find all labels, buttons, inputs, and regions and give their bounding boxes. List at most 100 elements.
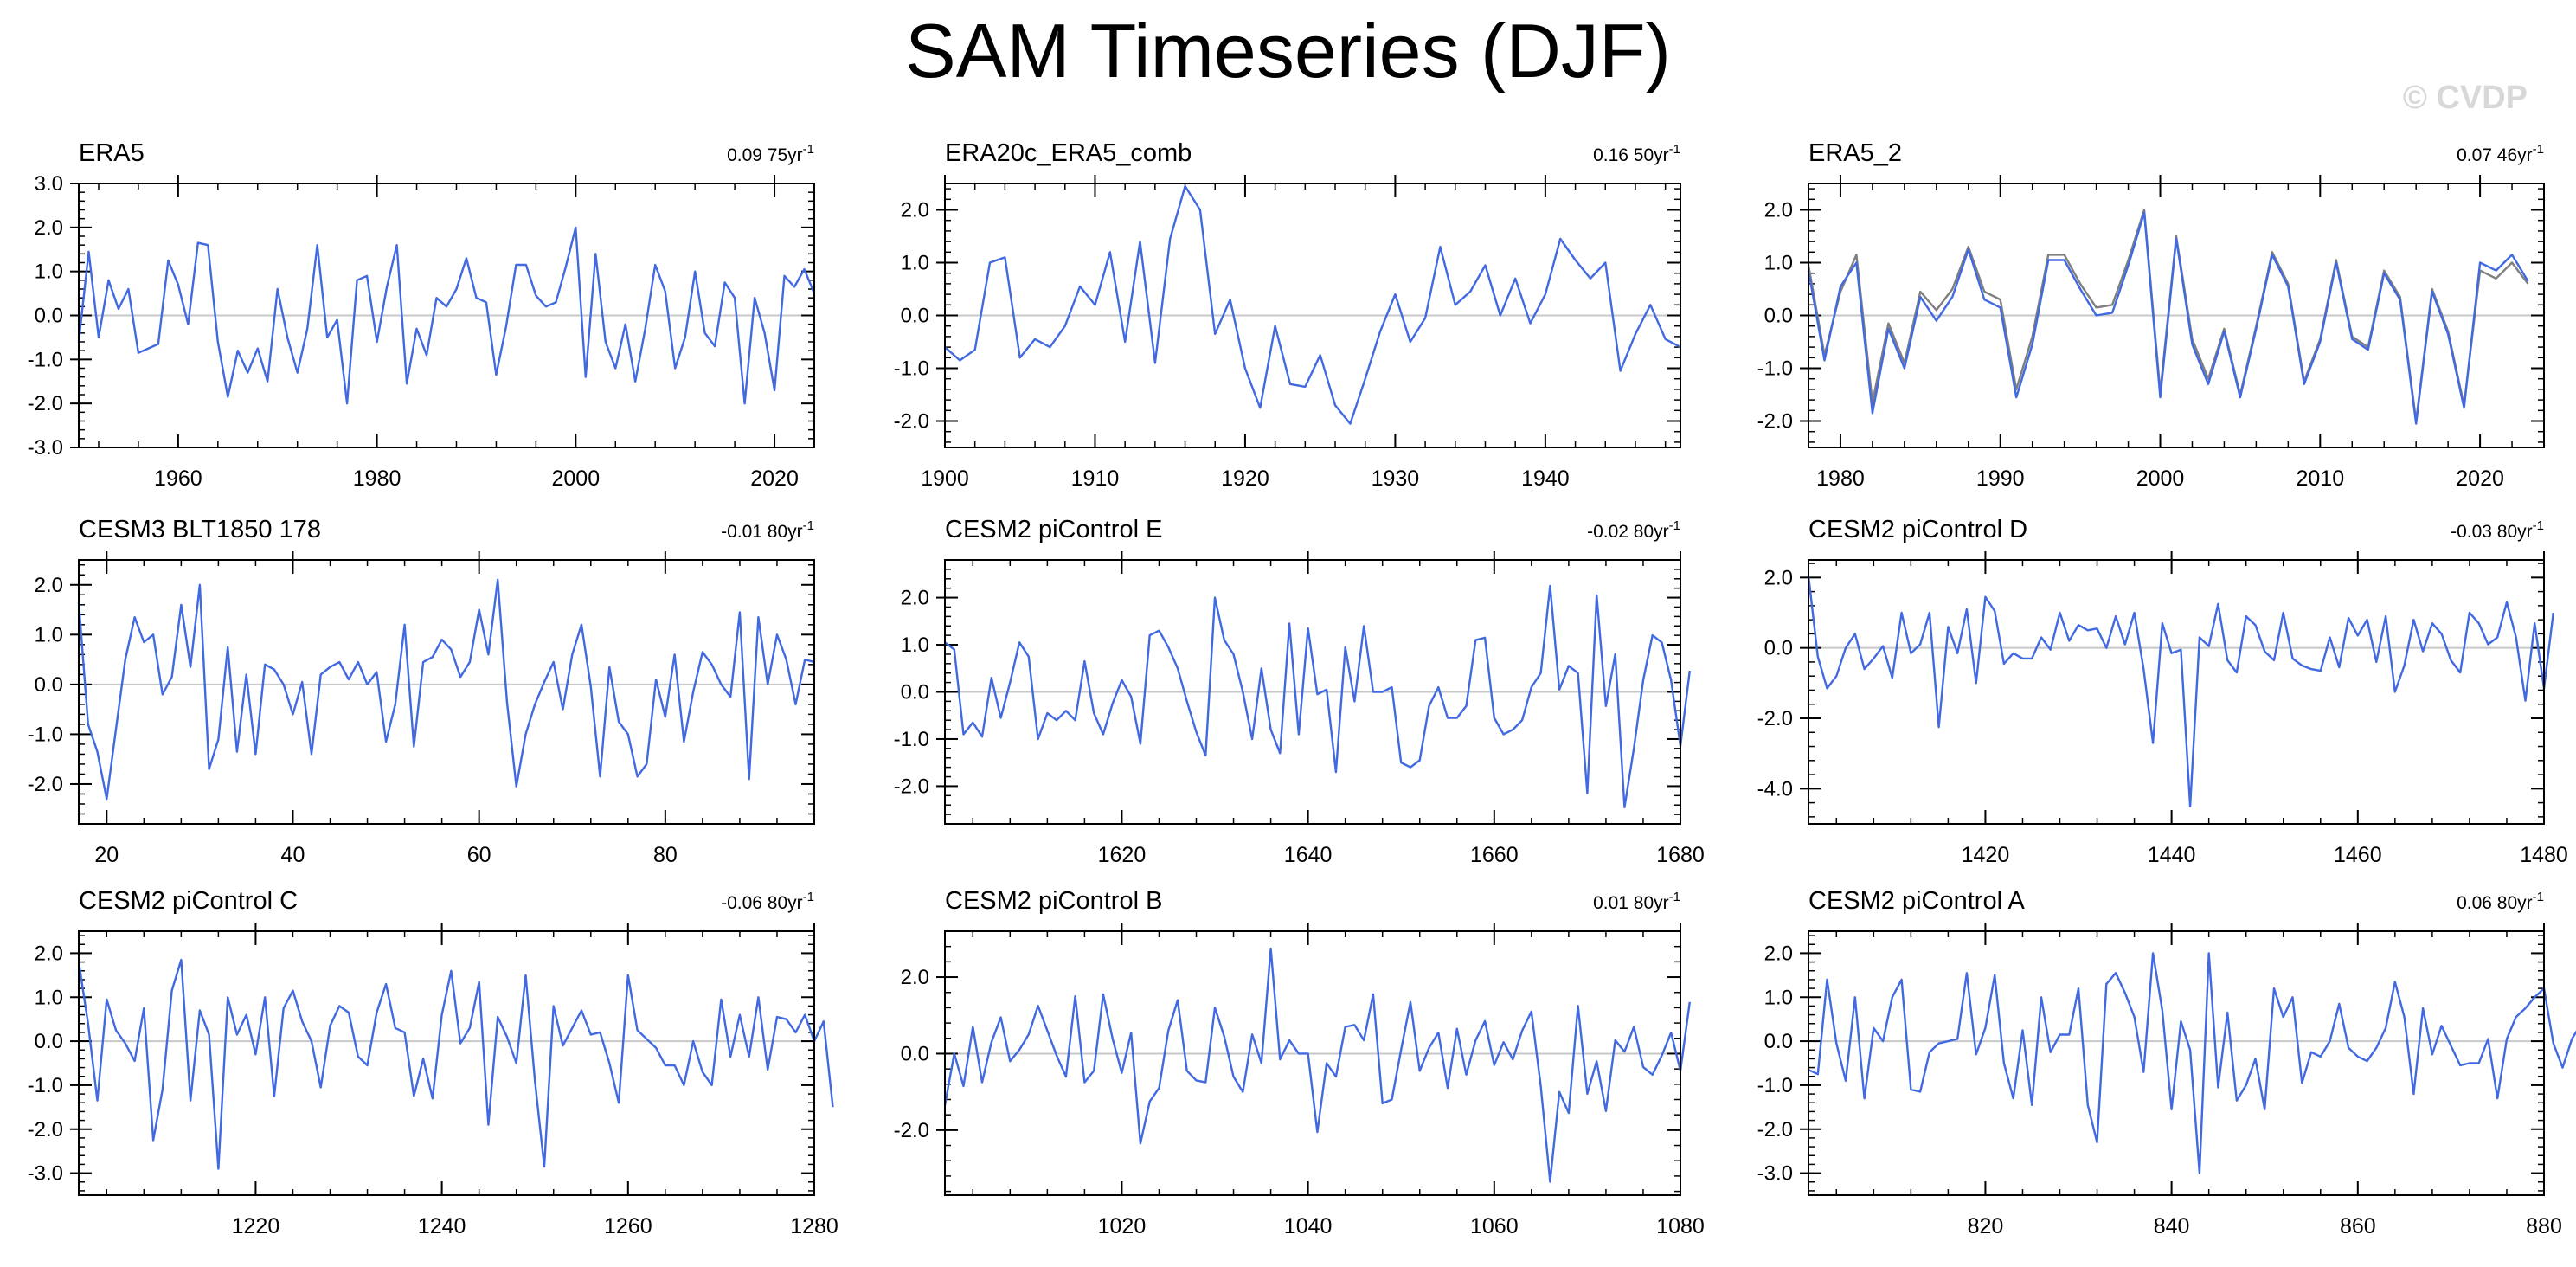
series-line [1807,576,2554,807]
trend-label: 0.07 46yr-1 [2457,142,2544,165]
plot-frame [78,930,815,1196]
y-tick-label: 0.0 [1764,637,1793,660]
y-tick-label: -1.0 [894,357,929,381]
panel-title: ERA5 [79,139,145,167]
x-tick-label: 1420 [1962,843,2010,867]
y-tick-label: 3.0 [35,172,63,196]
x-tick-label: 1930 [1372,466,1420,491]
panel-1: ERA5 0.09 75yr-1 1960 1980 2000 2020 -3.0 -2.0 -… [28,139,816,491]
series-line [77,578,815,801]
y-tick-label: 0.0 [1764,305,1793,328]
y-tick-label: 2.0 [35,574,63,597]
y-tick-label: -2.0 [28,1118,63,1142]
x-tick-label: 1910 [1071,466,1120,491]
x-tick-label: 860 [2340,1214,2376,1238]
y-tick-label: 0.0 [35,1030,63,1053]
x-tick-label: 1460 [2334,843,2382,867]
x-tick-label: 1060 [1470,1214,1519,1238]
trend-label: -0.06 80yr-1 [721,890,814,913]
x-tick-label: 2000 [552,466,601,491]
panel-title: CESM2 piControl E [945,516,1162,543]
series-line [1808,952,2576,1174]
y-tick-label: 2.0 [1764,566,1793,589]
x-tick-label: 1640 [1284,843,1333,867]
x-tick-label: 1680 [1656,843,1705,867]
x-tick-label: 820 [1968,1214,2004,1238]
x-tick-label: 1920 [1221,466,1269,491]
y-tick-label: 2.0 [1764,199,1793,222]
y-tick-label: 2.0 [35,942,63,965]
y-tick-label: 0.0 [35,305,63,328]
trend-label: 0.09 75yr-1 [727,142,814,165]
series-line [944,584,1691,809]
panel-6: CESM2 piControl D -0.03 80yr-1 1420 1440 146… [1757,516,2568,867]
x-tick-label: 80 [653,843,678,867]
y-tick-label: 0.0 [901,681,929,704]
trend-label: 0.01 80yr-1 [1593,890,1680,913]
plot-frame [1808,183,2545,448]
panel-7: CESM2 piControl C -0.06 80yr-1 1220 1240 126… [28,887,838,1238]
trend-label: -0.03 80yr-1 [2451,518,2544,542]
y-tick-label: -2.0 [894,775,929,798]
y-tick-label: 1.0 [1764,986,1793,1009]
panel-title: CESM2 piControl C [79,887,298,915]
panel-title: ERA20c_ERA5_comb [945,139,1192,167]
x-tick-label: 1220 [232,1214,280,1238]
x-tick-label: 1940 [1521,466,1570,491]
y-tick-label: 1.0 [901,634,929,657]
x-tick-label: 1480 [2520,843,2568,867]
y-tick-label: 2.0 [35,216,63,240]
plot-frame [944,559,1681,825]
cvdp-watermark: © CVDP [2402,80,2528,116]
y-tick-label: 1.0 [35,986,63,1009]
x-tick-label: 1900 [921,466,969,491]
x-tick-label: 1280 [790,1214,838,1238]
y-tick-label: -1.0 [28,723,63,746]
y-tick-label: -2.0 [894,410,929,434]
y-tick-label: -2.0 [28,773,63,796]
x-tick-label: 1260 [604,1214,652,1238]
y-tick-label: 0.0 [901,1042,929,1065]
x-tick-label: 1440 [2148,843,2196,867]
panel-4: CESM3 BLT1850 178 -0.01 80yr-1 20 40 60 80 -2.… [28,516,815,867]
panel-9: CESM2 piControl A 0.06 80yr-1 820 840 860 880… [1757,887,2576,1238]
trend-label: 0.06 80yr-1 [2457,890,2544,913]
y-tick-label: 0.0 [901,305,929,328]
y-tick-label: -1.0 [894,728,929,751]
y-tick-label: -1.0 [28,1074,63,1097]
x-tick-label: 1980 [1816,466,1865,491]
x-tick-label: 2010 [2296,466,2344,491]
y-tick-label: 1.0 [901,252,929,275]
trend-label: -0.01 80yr-1 [721,518,814,542]
panel-title: ERA5_2 [1808,139,1902,167]
y-tick-label: -1.0 [1757,357,1793,381]
y-tick-label: -1.0 [1757,1074,1793,1097]
y-tick-label: 2.0 [901,966,929,989]
panel-2: ERA20c_ERA5_comb 0.16 50yr-1 1900 1910 1920 1… [894,139,1681,491]
panel-title: CESM2 piControl A [1808,887,2025,915]
plot-frame [78,183,815,448]
series-line [944,184,1681,425]
x-tick-label: 1040 [1284,1214,1333,1238]
panel-title: CESM2 piControl B [945,887,1162,915]
x-tick-label: 2020 [2456,466,2504,491]
series-line [77,226,816,405]
x-tick-label: 1020 [1098,1214,1147,1238]
x-tick-label: 60 [467,843,491,867]
series-line [943,947,1691,1183]
y-tick-label: 2.0 [1764,942,1793,965]
trend-label: 0.16 50yr-1 [1593,142,1680,165]
figure-title: SAM Timeseries (DJF) [905,8,1671,93]
y-tick-label: -4.0 [1757,777,1793,801]
y-tick-label: 2.0 [901,199,929,222]
x-tick-label: 20 [94,843,119,867]
y-tick-label: 0.0 [35,673,63,697]
series-line [77,958,834,1170]
x-tick-label: 2000 [2136,466,2185,491]
y-tick-label: -2.0 [894,1119,929,1142]
y-tick-label: -3.0 [28,436,63,460]
panel-title: CESM2 piControl D [1808,516,2027,543]
y-tick-label: -3.0 [1757,1162,1793,1186]
x-tick-label: 2020 [750,466,799,491]
